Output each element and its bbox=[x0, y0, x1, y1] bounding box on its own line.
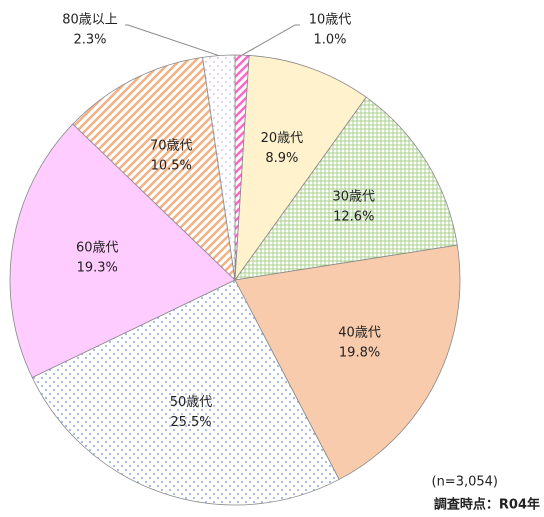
slice-value: 12.6% bbox=[333, 209, 374, 224]
slice-label: 80歳以上 bbox=[62, 13, 118, 28]
leader-line bbox=[125, 24, 219, 57]
slice-value: 2.3% bbox=[73, 33, 106, 48]
pie-slice bbox=[234, 244, 461, 480]
slice-label: 70歳代 bbox=[150, 138, 193, 153]
slice-label: 50歳代 bbox=[170, 395, 213, 410]
leader-line bbox=[241, 24, 300, 56]
slice-label: 40歳代 bbox=[338, 325, 381, 340]
pie-slice bbox=[31, 279, 340, 506]
slice-value: 25.5% bbox=[170, 415, 211, 430]
slice-value: 1.0% bbox=[313, 33, 346, 48]
pie-slice bbox=[72, 56, 236, 282]
slice-label: 60歳代 bbox=[76, 240, 119, 255]
sample-size: (n=3,054) bbox=[432, 475, 499, 490]
slice-value: 19.3% bbox=[77, 260, 118, 275]
survey-time: 調査時点：R04年 bbox=[434, 497, 540, 513]
slice-value: 19.8% bbox=[339, 345, 380, 360]
pie-slice bbox=[9, 123, 236, 379]
pie-slice bbox=[234, 55, 367, 282]
pie-slice bbox=[234, 96, 458, 281]
slice-label: 30歳代 bbox=[333, 189, 376, 204]
slice-value: 10.5% bbox=[151, 158, 192, 173]
slice-value: 8.9% bbox=[265, 151, 298, 166]
slice-label: 10歳代 bbox=[309, 13, 352, 28]
slice-label: 20歳代 bbox=[261, 131, 304, 146]
